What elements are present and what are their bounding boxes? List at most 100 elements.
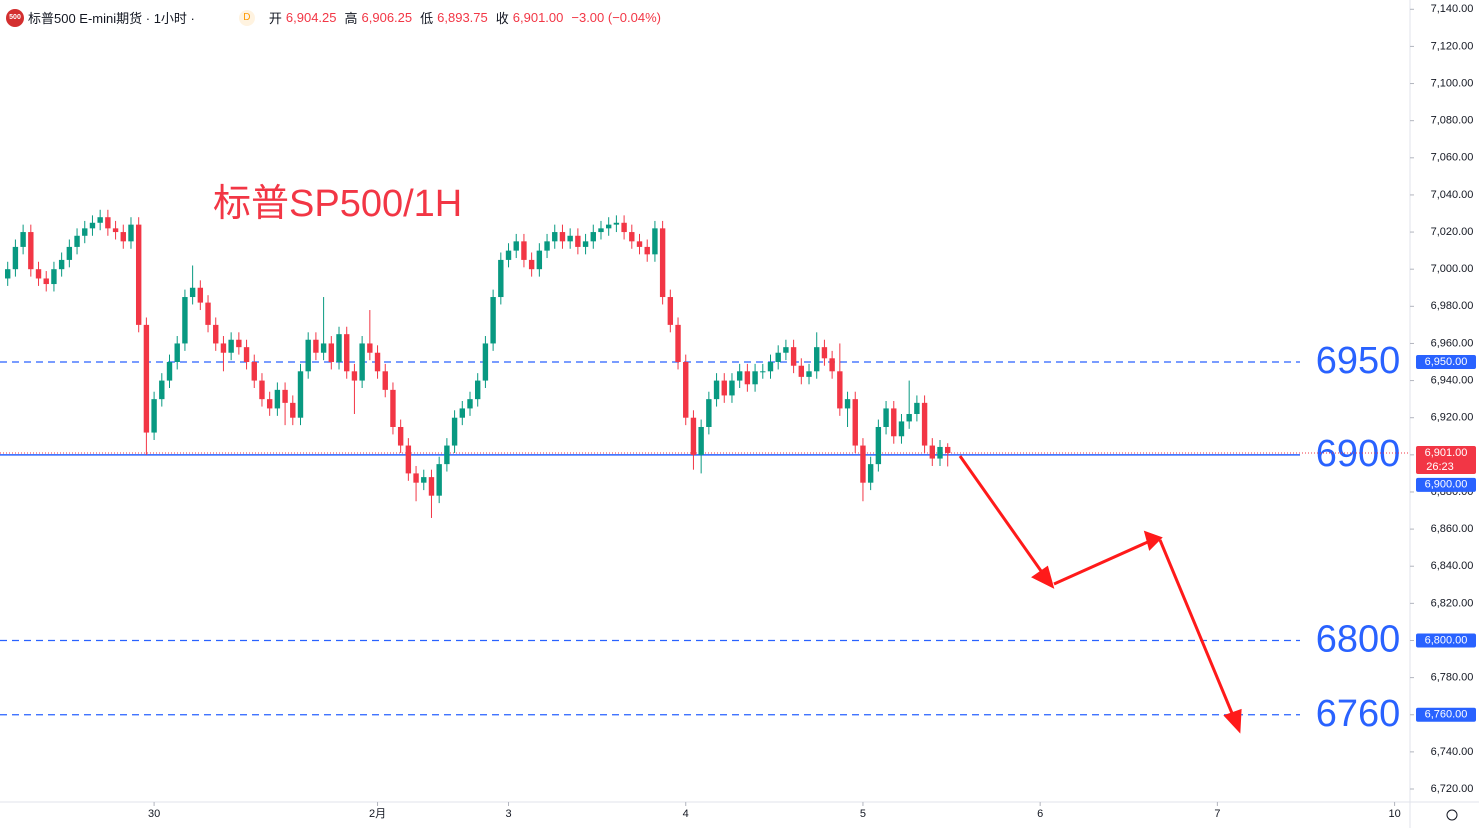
candle-body xyxy=(837,371,843,409)
y-tick-label: 6,960.00 xyxy=(1431,337,1474,349)
candle-body xyxy=(344,334,350,372)
candle-body xyxy=(814,347,820,372)
x-tick-label: 10 xyxy=(1388,808,1400,820)
last-price-label: 6,901.00 xyxy=(1425,447,1468,459)
candle-body xyxy=(397,426,404,446)
x-tick-label: 6 xyxy=(1037,808,1043,820)
axis-tag xyxy=(1416,707,1476,722)
ohlc-value: 6,904.25 xyxy=(285,10,337,25)
x-tick-label: 5 xyxy=(860,808,866,820)
candle-body xyxy=(482,343,489,381)
candle-body xyxy=(906,413,912,422)
candle-body xyxy=(351,371,358,381)
y-tick-label: 6,780.00 xyxy=(1431,672,1474,684)
candle-body xyxy=(58,259,65,270)
candle-body xyxy=(575,235,581,247)
candle-body xyxy=(806,371,812,377)
candle-body xyxy=(945,446,951,453)
y-tick-label: 7,020.00 xyxy=(1431,226,1474,238)
candle-body xyxy=(97,217,103,223)
candle-body xyxy=(675,324,681,363)
candle-body xyxy=(929,445,935,459)
candle-body xyxy=(829,358,835,372)
forecast-arrows xyxy=(958,455,1242,734)
candle-body xyxy=(251,362,257,381)
candle-body xyxy=(259,380,265,400)
candle-body xyxy=(359,343,365,381)
candle-body xyxy=(197,287,204,303)
candle-body xyxy=(382,371,388,390)
x-tick-label: 4 xyxy=(683,808,689,820)
candle-body xyxy=(143,324,150,433)
candle-body xyxy=(305,339,311,372)
annotation: 标普SP500/1H xyxy=(213,183,462,225)
candle-body xyxy=(405,445,412,474)
candle-body xyxy=(135,224,142,325)
candle-body xyxy=(690,417,697,455)
candle-body xyxy=(821,347,828,359)
y-tick-label: 6,920.00 xyxy=(1431,412,1474,424)
candle-body xyxy=(629,232,635,242)
symbol-name: 标普500 E-mini期货 · 1小时 · xyxy=(28,11,195,26)
legend-header: 500 标普500 E-mini期货 · 1小时 · D 开 6,904.25 高… xyxy=(6,8,665,27)
candle-body xyxy=(151,399,157,433)
y-tick-label: 6,840.00 xyxy=(1431,560,1474,572)
axis-tag-label: 6,800.00 xyxy=(1425,634,1468,646)
candle-body xyxy=(213,324,219,344)
candle-body xyxy=(266,399,273,409)
candle-body xyxy=(490,297,496,344)
badge: D xyxy=(238,9,255,26)
level-label: 6950 xyxy=(1316,340,1401,382)
axis-tag-label: 6,950.00 xyxy=(1425,356,1468,368)
ohlc-label: 高 xyxy=(344,11,358,26)
y-tick-label: 6,740.00 xyxy=(1431,746,1474,758)
candle-body xyxy=(328,343,335,363)
candle-body xyxy=(790,347,797,366)
axis-tag xyxy=(1416,633,1476,648)
x-tick-label: 2月 xyxy=(369,808,386,820)
ohlc-label: 低 xyxy=(420,11,434,26)
candle-body xyxy=(444,445,450,465)
x-tick-label: 7 xyxy=(1214,808,1220,820)
countdown: 26:23 xyxy=(1426,461,1454,473)
level-label: 6760 xyxy=(1316,693,1401,735)
arrow xyxy=(1158,539,1236,719)
candle-body xyxy=(428,477,435,496)
candle-body xyxy=(105,217,111,229)
arrow-head xyxy=(1031,565,1055,589)
candle-body xyxy=(767,362,774,372)
candle-body xyxy=(159,380,165,400)
arrow xyxy=(958,455,1048,579)
y-tick-label: 6,820.00 xyxy=(1431,597,1474,609)
ohlc-label: 开 xyxy=(268,11,282,26)
candle-body xyxy=(667,297,674,325)
y-tick-label: 7,000.00 xyxy=(1431,263,1474,275)
candle-body xyxy=(875,426,882,465)
candle-body xyxy=(521,241,527,260)
candle-body xyxy=(43,278,49,285)
level-label: 6800 xyxy=(1316,619,1401,661)
candle-body xyxy=(891,408,897,437)
candle-body xyxy=(552,232,558,242)
candle-body xyxy=(459,408,465,418)
axis-tag xyxy=(1416,477,1476,492)
candle-body xyxy=(559,232,566,242)
candle-body xyxy=(120,232,126,242)
candle-body xyxy=(752,371,758,385)
candle-body xyxy=(760,371,766,373)
candle-body xyxy=(5,269,11,279)
candle-body xyxy=(28,232,34,270)
level-label: 6900 xyxy=(1316,433,1401,475)
candle-body xyxy=(798,365,805,377)
candle-body xyxy=(644,246,650,255)
candle-body xyxy=(613,222,620,225)
y-tick-label: 6,940.00 xyxy=(1431,374,1474,386)
y-tick-label: 7,040.00 xyxy=(1431,189,1474,201)
candle-body xyxy=(205,302,211,325)
candle-body xyxy=(336,334,342,363)
settings-icon[interactable] xyxy=(1446,809,1458,821)
candle-body xyxy=(35,269,42,279)
candle-body xyxy=(436,464,442,496)
x-tick-label: 3 xyxy=(505,808,511,820)
candle-body xyxy=(921,402,928,446)
